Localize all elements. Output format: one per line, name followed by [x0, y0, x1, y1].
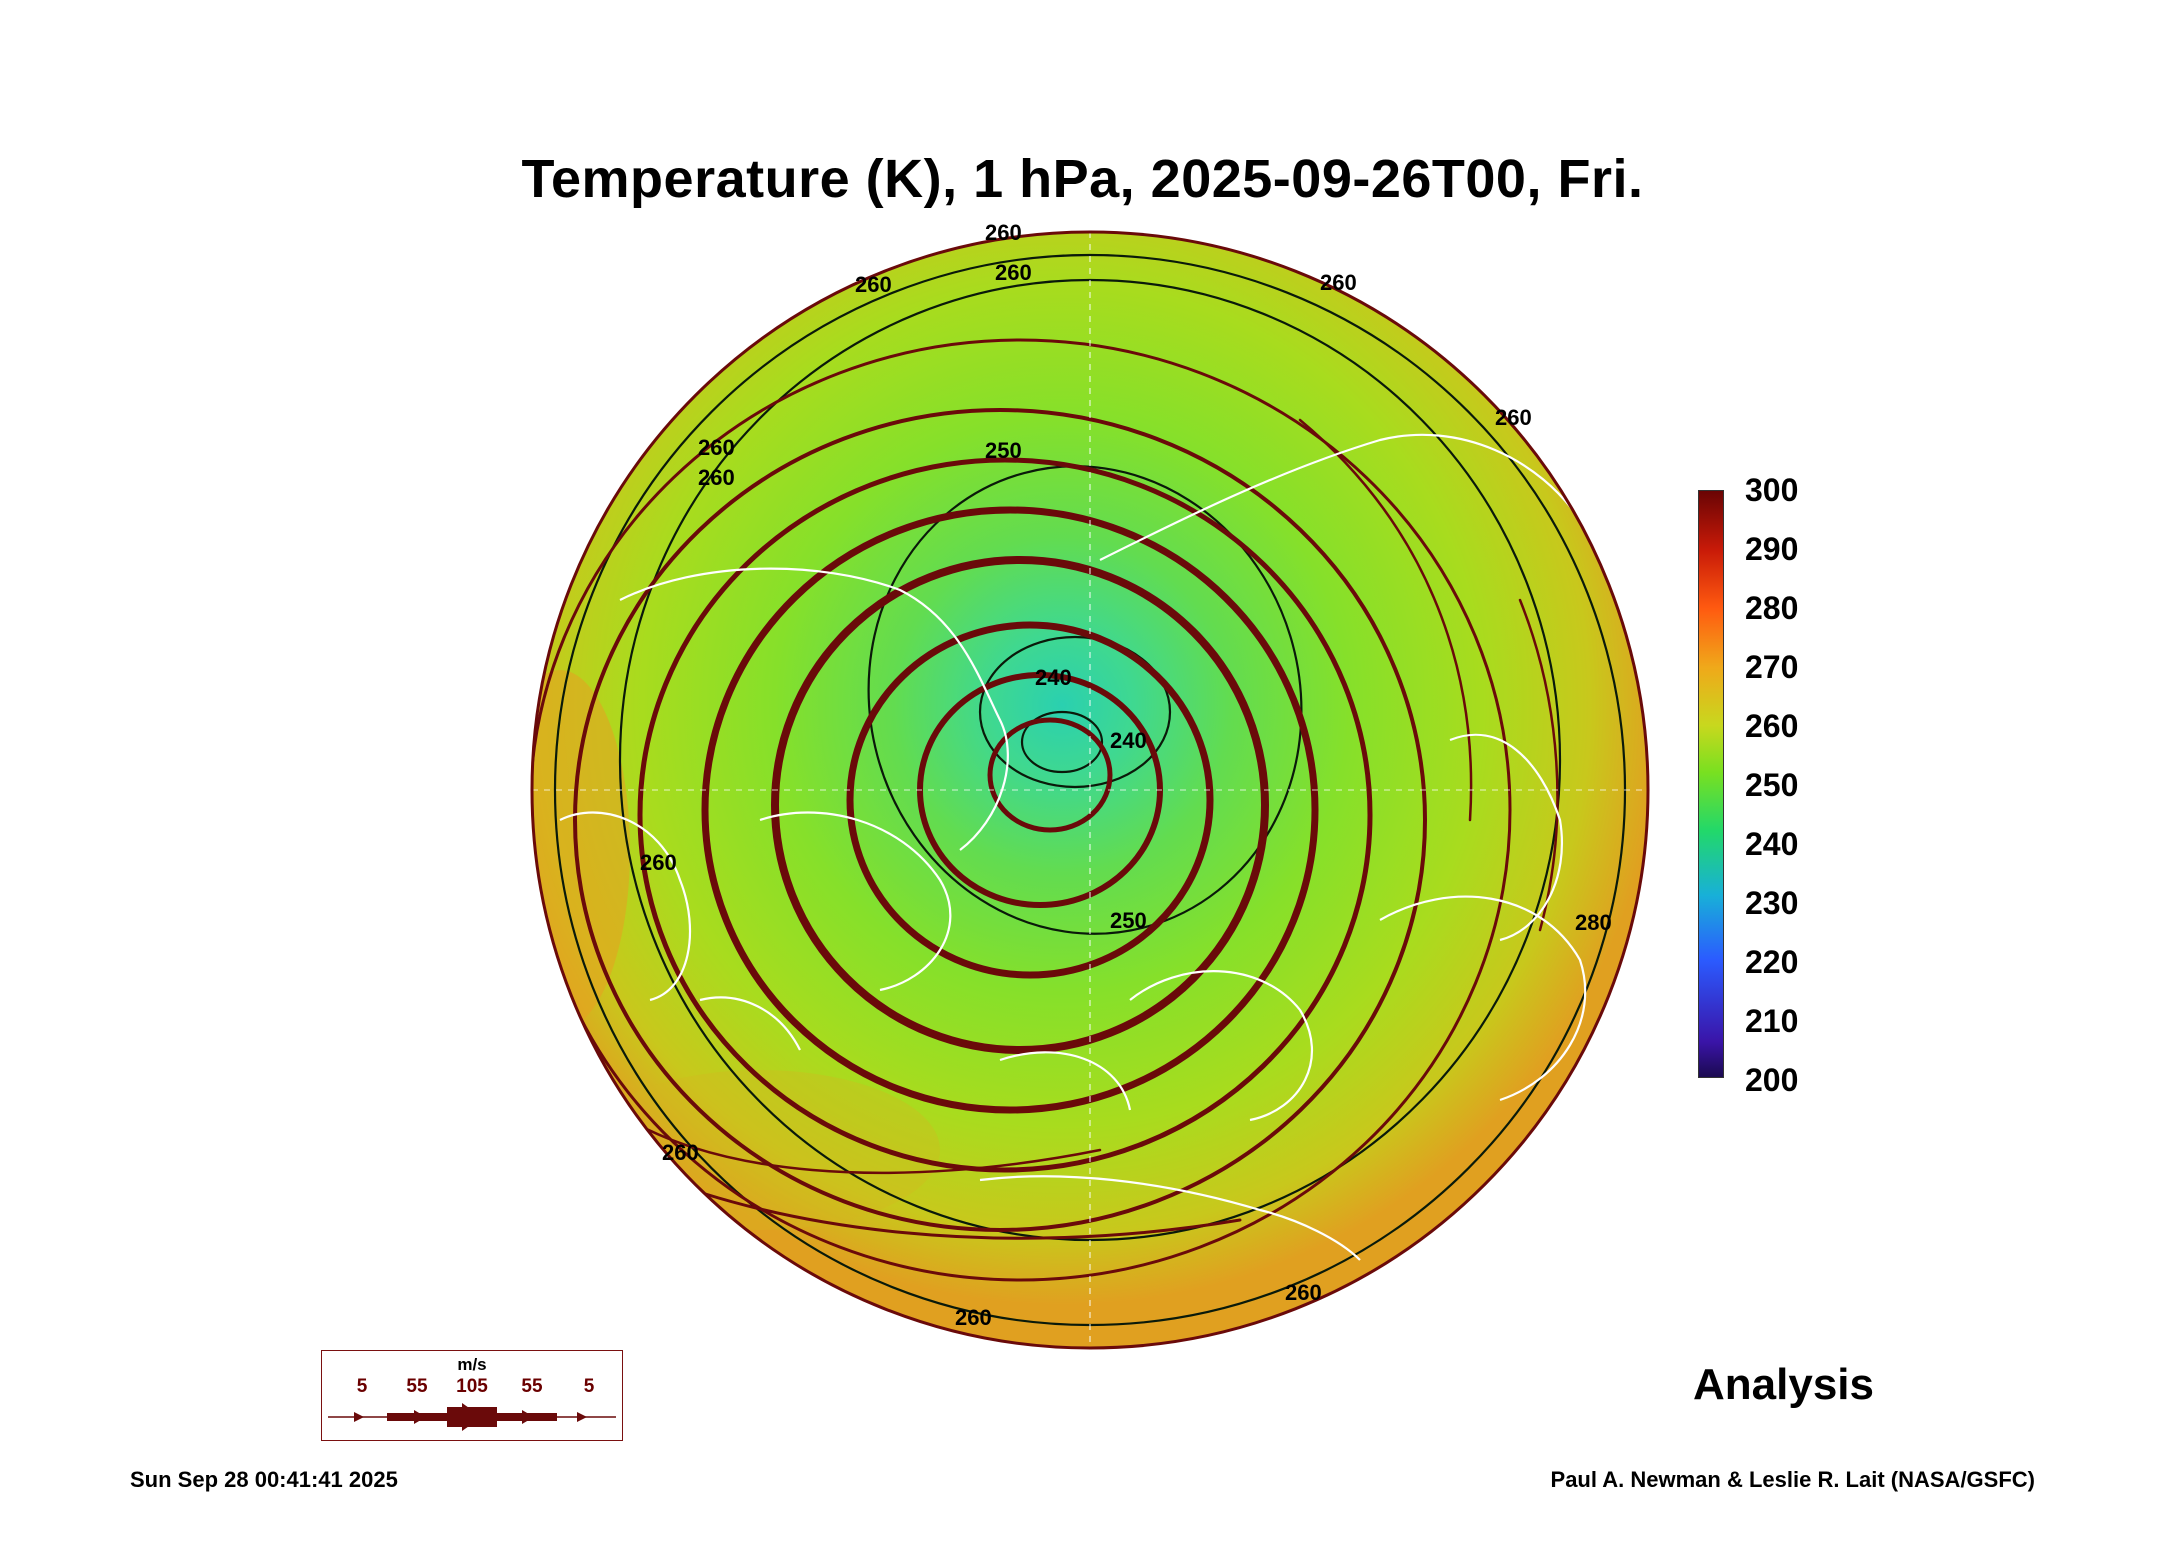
contour-label: 260	[955, 1305, 992, 1330]
coastlines	[559, 433, 1587, 1261]
contour-label: 240	[1035, 665, 1072, 690]
colorbar-tick: 210	[1745, 1003, 1799, 1039]
legend-label: 55	[521, 1376, 543, 1397]
legend-arrow-bar	[328, 1403, 616, 1431]
colorbar-tick: 200	[1745, 1062, 1799, 1098]
contour-label: 260	[1285, 1280, 1322, 1305]
analysis-label: Analysis	[1693, 1360, 1874, 1409]
map-title: Temperature (K), 1 hPa, 2025-09-26T00, F…	[521, 149, 1644, 209]
contour-label: 260	[662, 1140, 699, 1165]
colorbar-tick: 260	[1745, 708, 1799, 744]
legend-label: 5	[356, 1376, 368, 1397]
legend-label: 105	[456, 1376, 488, 1397]
contour-label: 250	[1110, 908, 1147, 933]
contour-label: 250	[985, 438, 1022, 463]
colorbar-tick: 270	[1745, 649, 1799, 685]
contour-label: 260	[698, 465, 735, 490]
colorbar-tick: 240	[1745, 826, 1799, 862]
colorbar-tick: 300	[1745, 472, 1799, 508]
footer-credit: Paul A. Newman & Leslie R. Lait (NASA/GS…	[1550, 1467, 2035, 1492]
contour-label: 260	[698, 435, 735, 460]
colorbar-tick: 290	[1745, 531, 1799, 567]
contour-label: 260	[985, 220, 1022, 245]
map-boundary	[530, 230, 1650, 1350]
colorbar-tick: 280	[1745, 590, 1799, 626]
colorbar	[1698, 490, 1724, 1078]
footer-timestamp: Sun Sep 28 00:41:41 2025	[130, 1467, 398, 1492]
legend-unit: m/s	[457, 1355, 487, 1374]
contour-label: 260	[1320, 270, 1357, 295]
wind-speed-legend: m/s 5 55 105 55 5	[321, 1350, 623, 1441]
contour-label: 280	[1575, 910, 1612, 935]
legend-label: 5	[583, 1376, 595, 1397]
contour-label: 240	[1110, 728, 1147, 753]
colorbar-tick: 230	[1745, 885, 1799, 921]
contour-label: 260	[1495, 405, 1532, 430]
colorbar-tick: 220	[1745, 944, 1799, 980]
legend-label: 55	[406, 1376, 428, 1397]
contour-label: 260	[855, 272, 892, 297]
colorbar-tick: 250	[1745, 767, 1799, 803]
contour-label: 260	[995, 260, 1032, 285]
contour-label: 260	[640, 850, 677, 875]
